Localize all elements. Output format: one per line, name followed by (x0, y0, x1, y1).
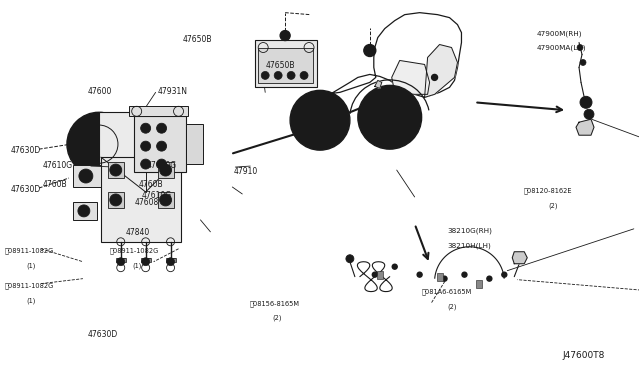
Circle shape (78, 205, 90, 217)
Circle shape (487, 276, 492, 281)
Bar (134, 116, 186, 172)
Circle shape (113, 167, 119, 173)
Circle shape (67, 112, 131, 176)
Circle shape (346, 255, 354, 263)
Text: (2): (2) (447, 303, 457, 310)
Bar (436, 273, 442, 280)
Circle shape (417, 272, 422, 277)
Circle shape (502, 272, 507, 277)
Circle shape (442, 276, 447, 281)
Circle shape (141, 123, 150, 133)
Polygon shape (375, 80, 382, 89)
Circle shape (166, 258, 175, 266)
Bar (476, 280, 483, 288)
Text: Ⓡ08911-1082G: Ⓡ08911-1082G (4, 283, 54, 289)
Text: 47840: 47840 (125, 228, 150, 237)
Text: Ⓐ081A6-6165M: Ⓐ081A6-6165M (422, 288, 472, 295)
Bar (157, 162, 173, 178)
Circle shape (300, 71, 308, 79)
Circle shape (141, 141, 150, 151)
Bar (116, 258, 125, 262)
Circle shape (462, 272, 467, 277)
Circle shape (382, 109, 397, 125)
Circle shape (580, 60, 586, 65)
Circle shape (584, 109, 594, 119)
Polygon shape (424, 45, 458, 97)
Circle shape (110, 164, 122, 176)
Text: 4760B: 4760B (43, 180, 67, 189)
Circle shape (364, 45, 376, 57)
Circle shape (280, 31, 290, 41)
Circle shape (274, 71, 282, 79)
Text: 47600: 47600 (87, 87, 111, 96)
Text: 47931N: 47931N (157, 87, 188, 96)
Text: (1): (1) (27, 298, 36, 304)
Text: 4760B: 4760B (138, 180, 163, 189)
Bar (108, 192, 124, 208)
Text: (2): (2) (272, 314, 282, 321)
Polygon shape (576, 119, 594, 135)
Bar (186, 124, 204, 164)
Bar (166, 258, 175, 262)
Circle shape (157, 141, 166, 151)
Circle shape (141, 258, 150, 266)
Polygon shape (512, 252, 527, 264)
Bar (73, 165, 101, 187)
Text: (1): (1) (27, 262, 36, 269)
Circle shape (580, 96, 592, 108)
Circle shape (110, 194, 122, 206)
Text: J47600T8: J47600T8 (563, 351, 605, 360)
Text: 47900MA(LH): 47900MA(LH) (537, 45, 586, 51)
Text: 47610G: 47610G (147, 161, 177, 170)
Circle shape (287, 71, 295, 79)
Circle shape (79, 169, 93, 183)
Bar (377, 271, 383, 279)
Bar (73, 202, 97, 220)
Bar (258, 48, 313, 83)
Circle shape (157, 123, 166, 133)
Text: 38210G(RH): 38210G(RH) (447, 227, 492, 234)
Text: (1): (1) (132, 262, 141, 269)
Bar (157, 192, 173, 208)
Bar (101, 157, 180, 242)
Polygon shape (308, 13, 461, 124)
Circle shape (290, 90, 350, 150)
Circle shape (577, 45, 583, 51)
Text: 47910: 47910 (234, 167, 258, 176)
Text: 47630D: 47630D (11, 185, 41, 194)
Bar (141, 258, 150, 262)
Circle shape (163, 167, 168, 173)
Text: 47610G: 47610G (43, 161, 73, 170)
Text: 47608: 47608 (135, 198, 159, 207)
Circle shape (159, 164, 172, 176)
Text: 47610G: 47610G (141, 191, 172, 200)
Text: (2): (2) (548, 202, 558, 209)
Text: 47630D: 47630D (87, 330, 118, 340)
Circle shape (163, 197, 168, 203)
Circle shape (261, 71, 269, 79)
Bar (108, 162, 124, 178)
Circle shape (116, 258, 125, 266)
Circle shape (141, 159, 150, 169)
Text: 47630D: 47630D (11, 146, 41, 155)
Text: Ⓡ08911-1082G: Ⓡ08911-1082G (4, 247, 54, 254)
Circle shape (159, 194, 172, 206)
Circle shape (157, 159, 166, 169)
Bar (129, 106, 189, 116)
Text: Ⓐ08120-8162E: Ⓐ08120-8162E (524, 187, 573, 194)
Text: 47650B: 47650B (266, 61, 295, 70)
Text: Ⓐ08156-8165M: Ⓐ08156-8165M (250, 301, 300, 307)
Polygon shape (392, 61, 429, 94)
Text: 47900M(RH): 47900M(RH) (537, 30, 582, 36)
Text: Ⓡ08911-1082G: Ⓡ08911-1082G (109, 247, 159, 254)
Bar (255, 39, 317, 87)
Circle shape (358, 86, 422, 149)
Circle shape (113, 197, 119, 203)
Circle shape (431, 74, 438, 80)
Text: 38210H(LH): 38210H(LH) (447, 242, 492, 248)
Circle shape (392, 264, 397, 269)
Text: 47650B: 47650B (183, 35, 212, 44)
Bar (99, 112, 154, 176)
Circle shape (372, 272, 378, 277)
